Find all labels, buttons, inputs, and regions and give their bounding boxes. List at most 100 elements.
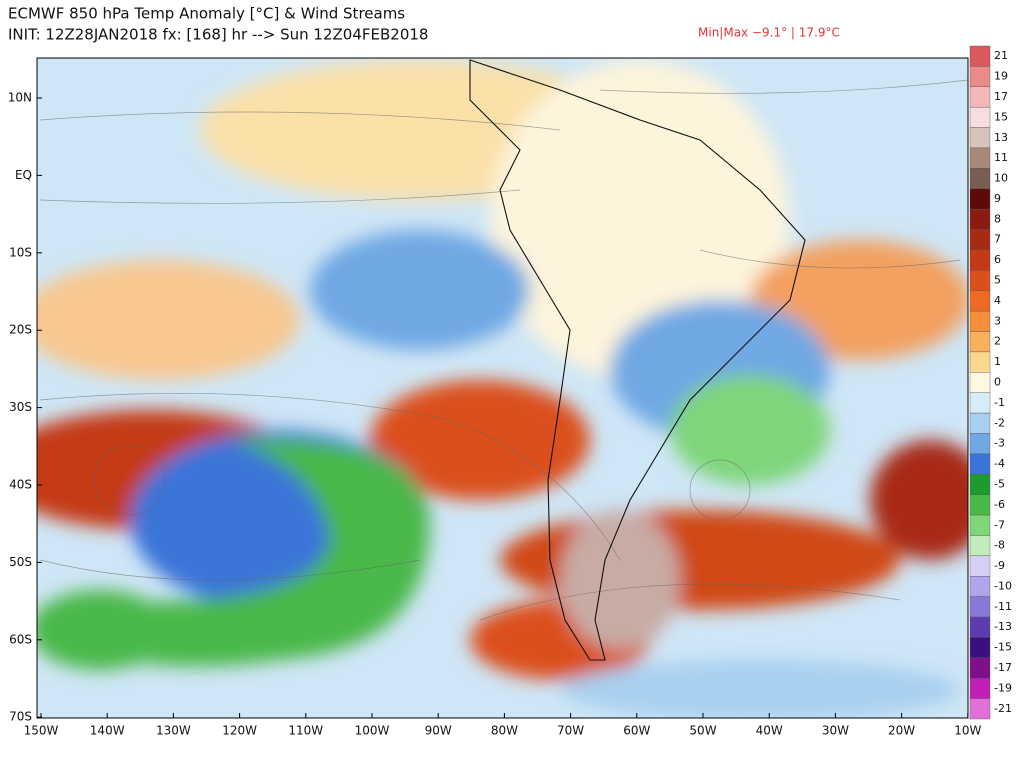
colorbar-label: 1 xyxy=(994,355,1001,368)
color-band xyxy=(969,637,991,659)
colorbar-label: 6 xyxy=(994,253,1001,266)
cold-tongue xyxy=(80,439,430,667)
color-band xyxy=(969,392,991,414)
lat-label: 20S xyxy=(9,323,32,337)
map-field xyxy=(37,58,968,718)
colorbar-label: -8 xyxy=(994,539,1005,552)
lon-label: 40W xyxy=(756,724,783,738)
color-band xyxy=(969,331,991,353)
lon-label: 120W xyxy=(222,724,257,738)
colorbar-label: -17 xyxy=(994,661,1012,674)
lat-label: 40S xyxy=(9,478,32,492)
colorbar-label: 13 xyxy=(994,131,1008,144)
lat-label: EQ xyxy=(15,168,32,182)
color-band xyxy=(969,106,991,128)
cool-patch xyxy=(310,230,530,350)
subtitle: INIT: 12Z28JAN2018 fx: [168] hr --> Sun … xyxy=(8,26,428,44)
lon-label: 110W xyxy=(288,724,323,738)
lat-label: 30S xyxy=(9,400,32,414)
lon-label: 100W xyxy=(355,724,390,738)
colorbar-label: 21 xyxy=(994,49,1008,62)
color-band xyxy=(969,168,991,189)
warm-band xyxy=(870,440,968,560)
color-band xyxy=(969,474,991,495)
colorbar-label: -9 xyxy=(994,559,1005,572)
color-band xyxy=(969,351,991,373)
color-band xyxy=(969,208,991,230)
lat-label: 10S xyxy=(9,245,32,259)
colorbar-label: -11 xyxy=(994,600,1012,613)
cool-patch xyxy=(560,660,960,718)
color-band xyxy=(969,147,991,169)
cold-pool xyxy=(670,375,830,485)
colorbar-label: 19 xyxy=(994,70,1008,83)
title: ECMWF 850 hPa Temp Anomaly [°C] & Wind S… xyxy=(8,5,405,23)
streamline xyxy=(39,189,521,204)
streamline xyxy=(689,459,751,521)
color-band xyxy=(969,657,991,679)
colorbar-label: 2 xyxy=(994,335,1001,348)
lon-label: 150W xyxy=(24,724,59,738)
color-band xyxy=(969,453,991,475)
color-band xyxy=(969,698,991,720)
color-band xyxy=(969,66,991,87)
colorbar-label: 17 xyxy=(994,90,1008,103)
lon-label: 130W xyxy=(156,724,191,738)
color-band xyxy=(969,86,991,108)
colorbar-label: 10 xyxy=(994,172,1008,185)
warm-band xyxy=(370,380,590,500)
streamline xyxy=(599,79,968,94)
colorbar-label: 15 xyxy=(994,110,1008,123)
colorbar-label: -10 xyxy=(994,579,1012,592)
color-band xyxy=(969,433,991,455)
neutral-patch xyxy=(490,60,790,380)
color-band xyxy=(969,576,991,597)
warm-patch xyxy=(37,260,300,380)
streamline xyxy=(39,559,421,581)
colorbar-label: 7 xyxy=(994,233,1001,246)
streamline xyxy=(39,392,621,561)
color-band xyxy=(969,45,991,67)
lat-label: 60S xyxy=(9,632,32,646)
colorbar: 211917151311109876543210-1-2-3-4-5-6-7-8… xyxy=(969,45,1012,720)
lon-label: 140W xyxy=(90,724,125,738)
lon-label: 70W xyxy=(557,724,584,738)
lon-label: 50W xyxy=(689,724,716,738)
colorbar-label: 11 xyxy=(994,151,1008,164)
color-band xyxy=(969,249,991,271)
coastline xyxy=(469,59,806,661)
colorbar-label: -6 xyxy=(994,498,1005,511)
lon-label: 60W xyxy=(623,724,650,738)
colorbar-label: -5 xyxy=(994,477,1005,490)
colorbar-label: 9 xyxy=(994,192,1001,205)
color-band xyxy=(969,372,991,393)
min-max: Min|Max −9.1° | 17.9°C xyxy=(698,26,840,40)
warm-band xyxy=(500,510,900,610)
color-band xyxy=(969,514,991,536)
color-band xyxy=(969,127,991,149)
colorbar-label: -2 xyxy=(994,416,1005,429)
streamline xyxy=(39,111,561,131)
lon-label: 20W xyxy=(888,724,915,738)
color-band xyxy=(969,412,991,434)
color-band xyxy=(969,535,991,557)
lon-label: 10W xyxy=(954,724,981,738)
cold-tongue xyxy=(37,590,170,670)
anomaly-field xyxy=(37,60,968,718)
colorbar-label: -7 xyxy=(994,518,1005,531)
color-band xyxy=(969,188,991,210)
color-band xyxy=(969,310,991,332)
hot-core xyxy=(560,510,680,650)
lat-label: 70S xyxy=(9,710,32,724)
colorbar-label: -4 xyxy=(994,457,1005,470)
color-band xyxy=(969,616,991,638)
color-band xyxy=(969,290,991,312)
streamlines xyxy=(39,79,968,621)
color-band xyxy=(969,229,991,251)
color-band xyxy=(969,678,991,699)
colorbar-label: -1 xyxy=(994,396,1005,409)
colorbar-label: -19 xyxy=(994,681,1012,694)
colorbar-label: 4 xyxy=(994,294,1001,307)
